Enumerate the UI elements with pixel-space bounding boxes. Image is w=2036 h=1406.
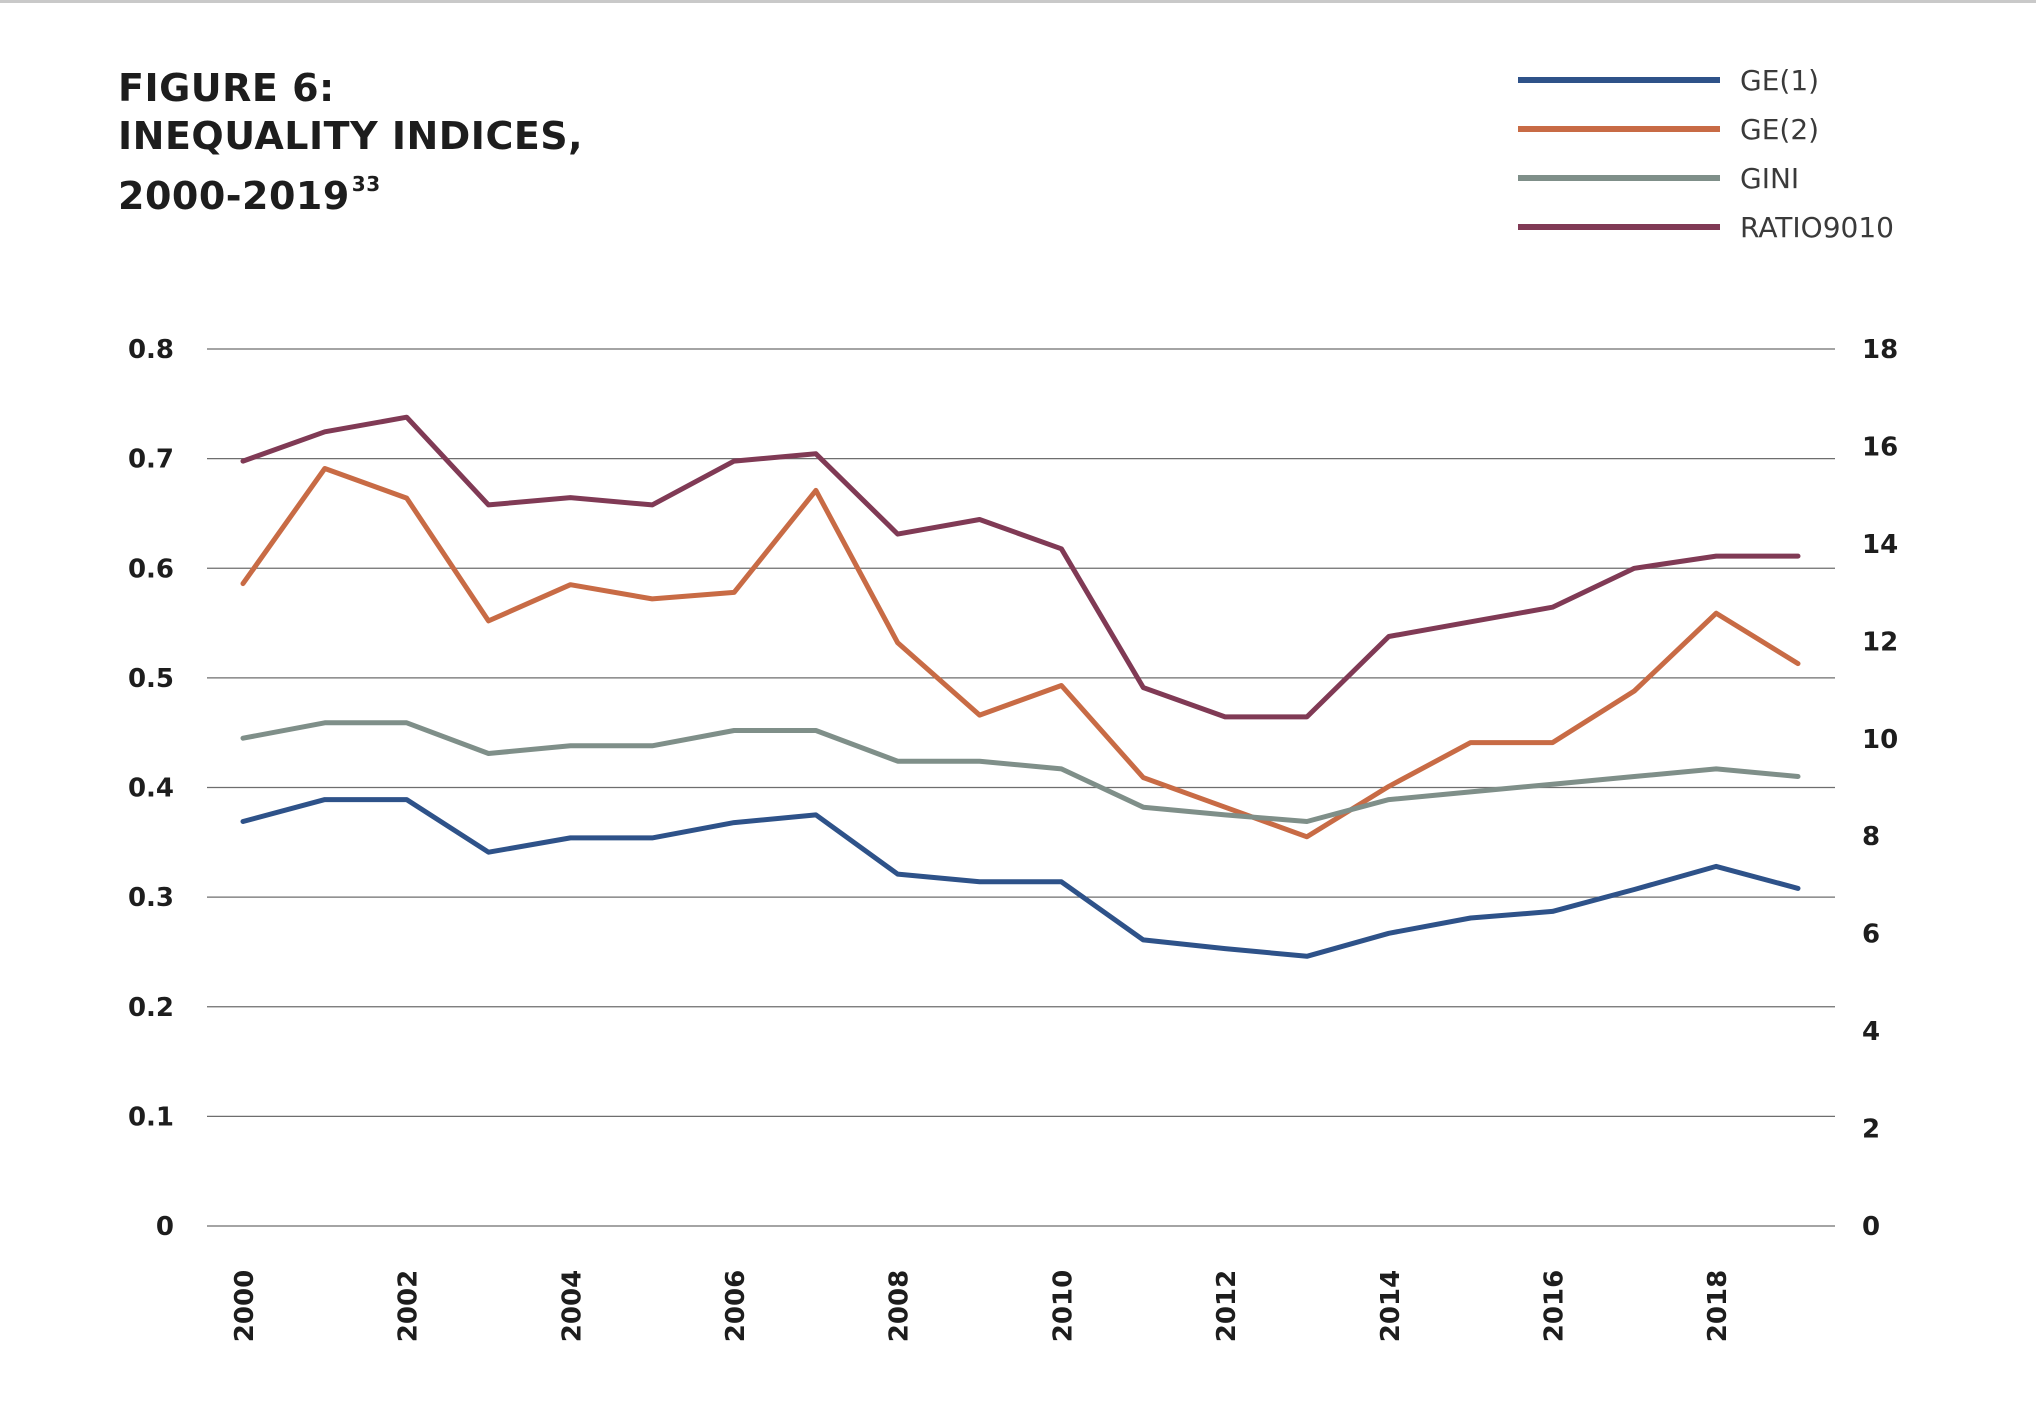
right-y-tick-label: 16 <box>1862 432 1898 462</box>
left-y-tick-label: 0 <box>156 1212 174 1242</box>
figure-title: FIGURE 6: INEQUALITY INDICES, 2000-2019 3… <box>118 64 583 220</box>
title-footnote: 33 <box>351 172 381 196</box>
left-y-tick-label: 0.8 <box>128 335 174 365</box>
legend-label: RATIO9010 <box>1740 211 1894 244</box>
title-year-range: 2000-2019 <box>118 174 350 218</box>
right-y-tick-label: 12 <box>1862 627 1898 657</box>
x-tick-label: 2014 <box>1376 1270 1406 1342</box>
left-y-tick-label: 0.6 <box>128 554 174 584</box>
legend-label: GINI <box>1740 162 1799 195</box>
legend-label: GE(2) <box>1740 113 1819 146</box>
series-line-ge1 <box>240 797 1801 959</box>
x-tick-label: 2012 <box>1212 1270 1242 1342</box>
series-line-ge2 <box>240 466 1801 840</box>
right-y-tick-label: 14 <box>1862 530 1898 560</box>
title-line-3: 2000-2019 33 <box>118 160 583 220</box>
left-y-axis: 0 0.1 0.2 0.3 0.4 0.5 0.6 0.7 0.8 <box>128 335 174 1242</box>
top-rule <box>0 0 2036 3</box>
right-y-tick-label: 8 <box>1862 822 1880 852</box>
x-tick-label: 2000 <box>230 1270 260 1342</box>
right-y-tick-label: 6 <box>1862 920 1880 950</box>
right-y-tick-label: 0 <box>1862 1212 1880 1242</box>
x-tick-label: 2002 <box>394 1270 424 1342</box>
x-axis: 2000 2002 2004 2006 2008 2010 2012 2014 2016 2018 <box>230 1270 1733 1342</box>
left-y-tick-label: 0.7 <box>128 445 174 475</box>
left-y-tick-label: 0.2 <box>128 993 174 1023</box>
left-y-tick-label: 0.5 <box>128 664 174 694</box>
right-y-axis: 0 2 4 6 8 10 12 14 16 18 <box>1862 335 1898 1242</box>
x-tick-label: 2018 <box>1703 1270 1733 1342</box>
series-lines <box>240 414 1801 959</box>
legend: GE(1) GE(2) GINI RATIO9010 <box>1518 64 1894 244</box>
title-line-1: FIGURE 6: <box>118 66 335 110</box>
x-tick-label: 2006 <box>721 1270 751 1342</box>
left-y-tick-label: 0.4 <box>128 774 174 804</box>
series-line-ratio9010 <box>240 414 1801 720</box>
right-y-tick-label: 2 <box>1862 1115 1880 1145</box>
x-tick-label: 2008 <box>885 1270 915 1342</box>
x-tick-label: 2016 <box>1539 1270 1569 1342</box>
title-line-2: INEQUALITY INDICES, <box>118 114 584 158</box>
right-y-tick-label: 4 <box>1862 1017 1880 1047</box>
x-tick-label: 2004 <box>557 1270 587 1342</box>
right-y-tick-label: 18 <box>1862 335 1898 365</box>
series-line-gini <box>240 720 1801 824</box>
right-y-tick-label: 10 <box>1862 725 1898 755</box>
x-tick-label: 2010 <box>1048 1270 1078 1342</box>
grid-lines <box>207 348 1835 1227</box>
left-y-tick-label: 0.3 <box>128 883 174 913</box>
legend-label: GE(1) <box>1740 64 1819 97</box>
left-y-tick-label: 0.1 <box>128 1102 174 1132</box>
